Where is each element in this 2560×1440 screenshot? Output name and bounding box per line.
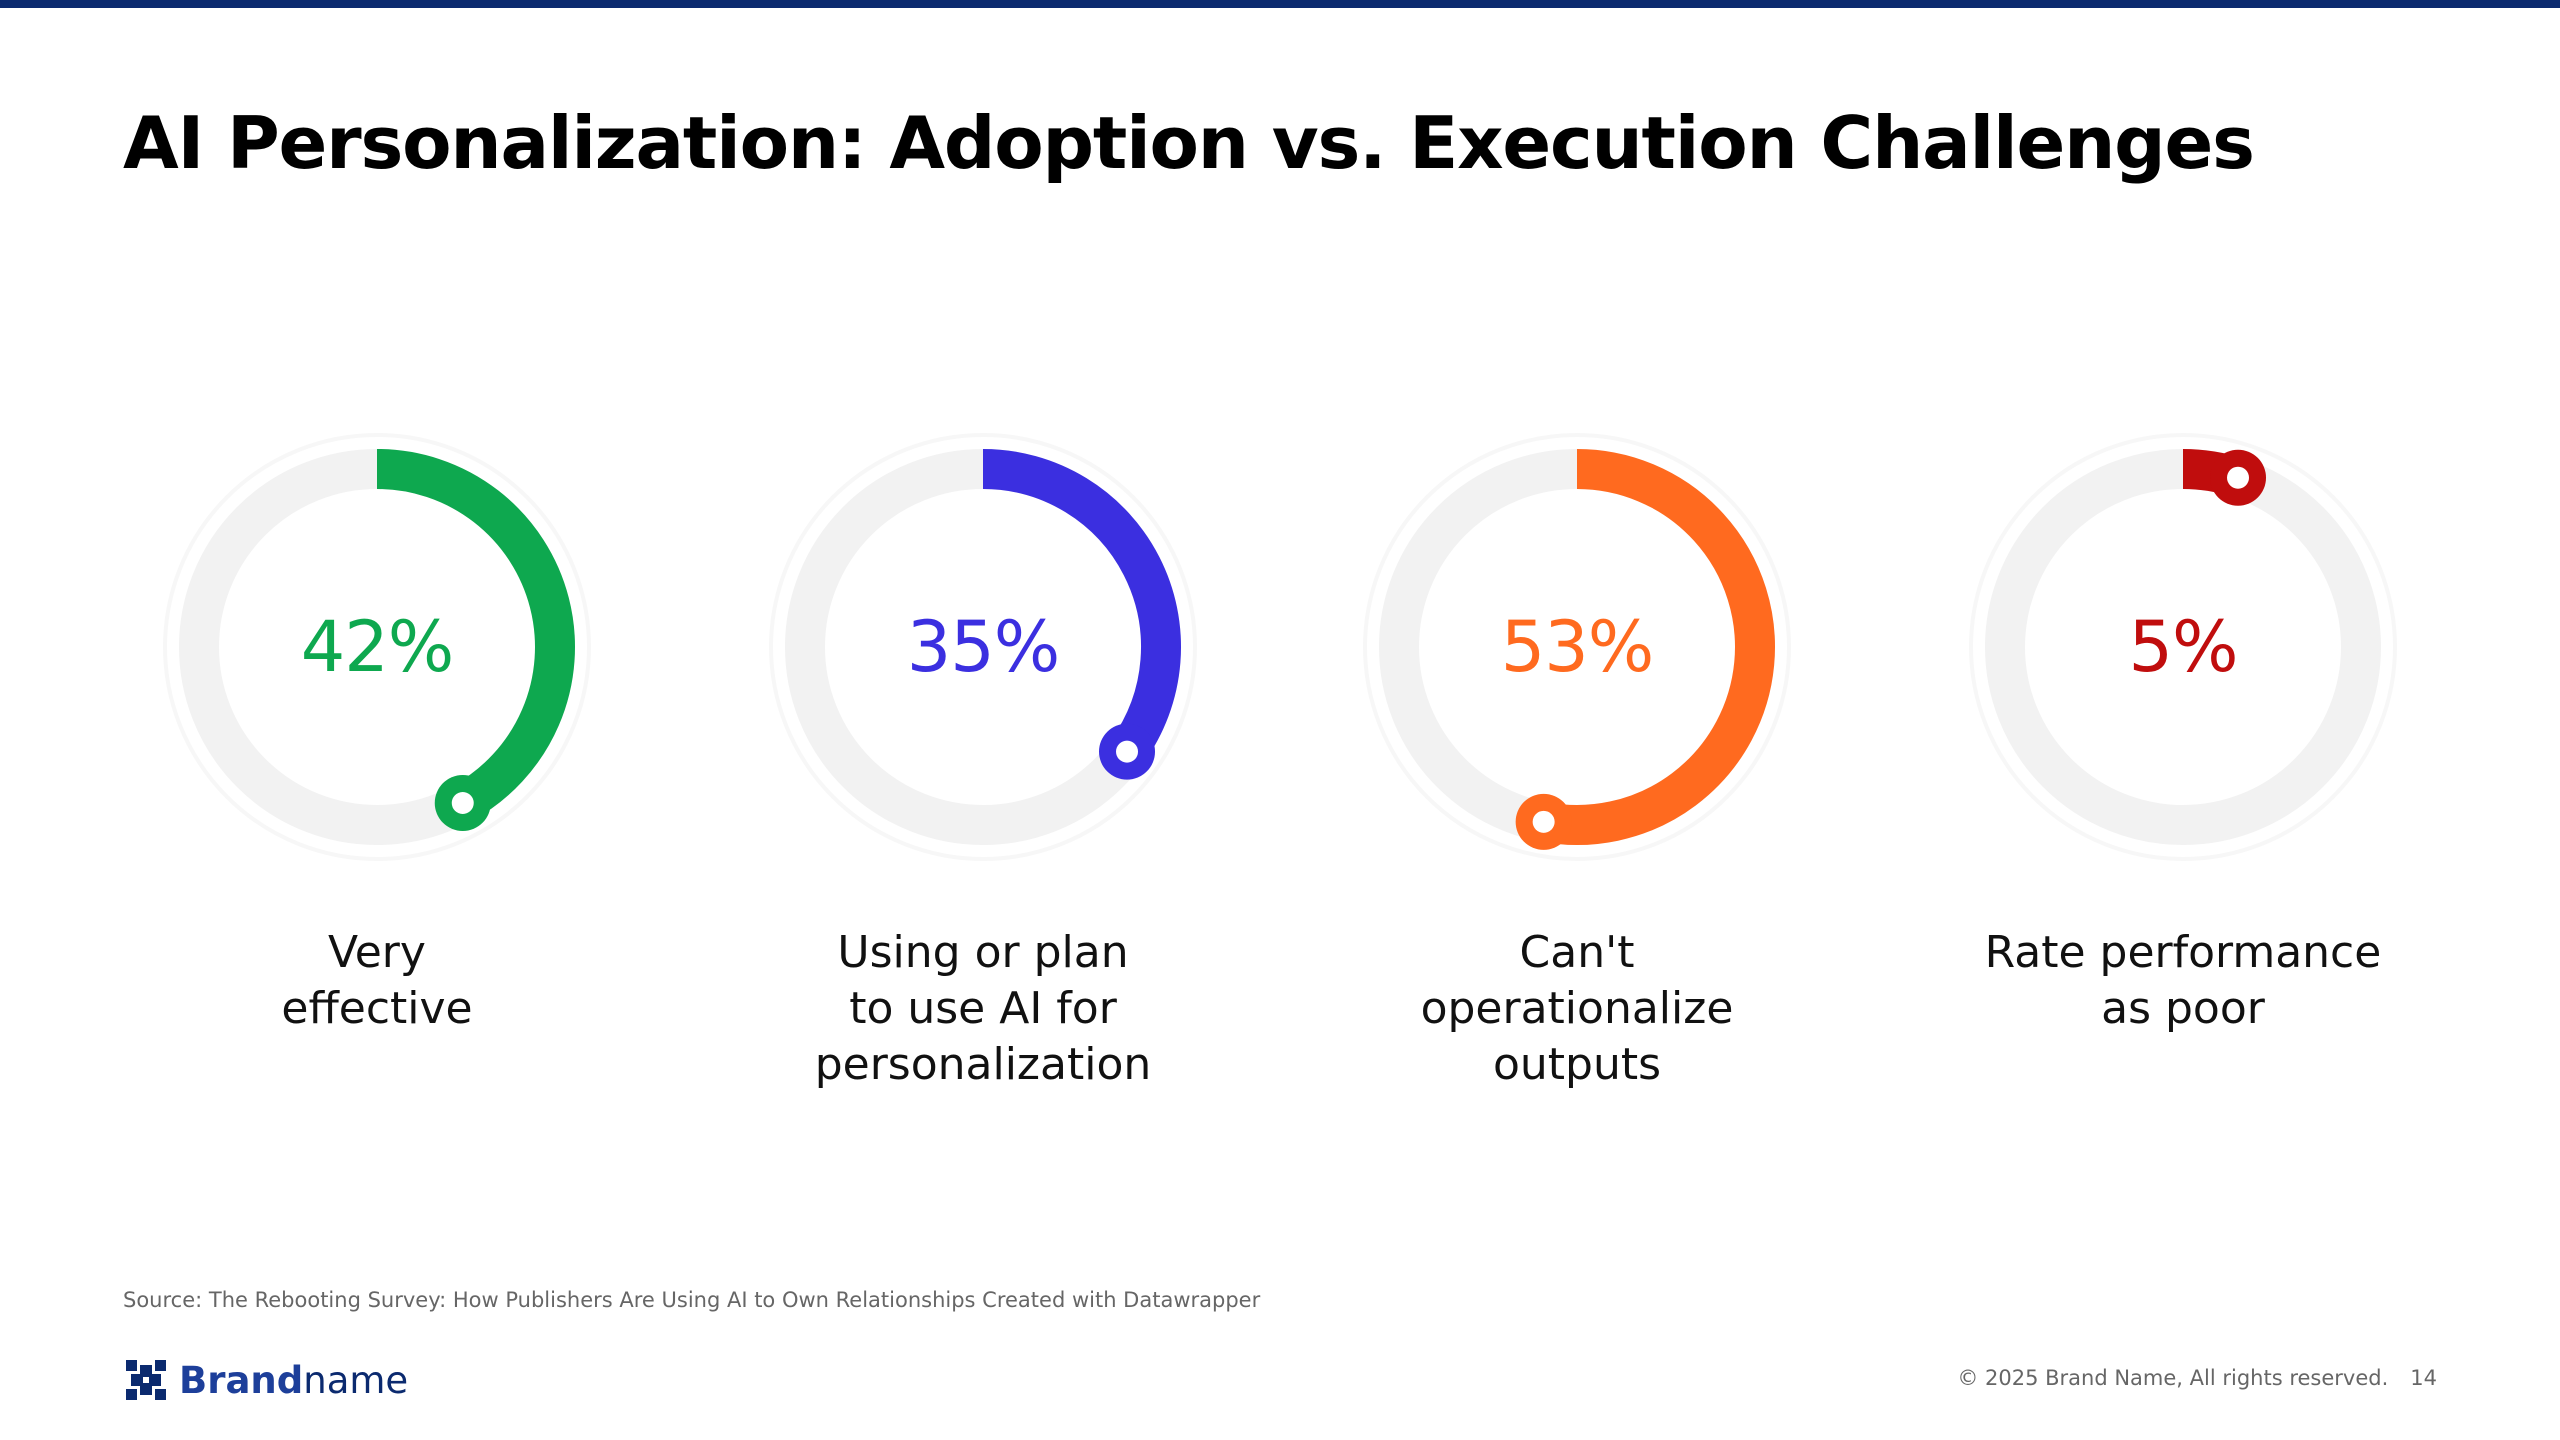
brand-wordmark-light: name [303,1358,409,1402]
gauge-svg [769,433,1197,861]
gauge-label: Very effective [147,925,607,1037]
gauge-svg [1363,433,1791,861]
gauge-label-line: Using or plan [837,927,1129,978]
copyright-text: © 2025 Brand Name, All rights reserved. [1957,1366,2389,1390]
slide-title: AI Personalization: Adoption vs. Executi… [123,101,2255,185]
gauge-value: 35% [906,606,1061,688]
gauge-end-dot [1532,810,1555,833]
gauge-label: Can't operationalize outputs [1347,925,1807,1093]
brand-wordmark: Brandname [179,1359,408,1402]
footer: © 2025 Brand Name, All rights reserved. 1… [1957,1366,2437,1390]
gauge-svg [1969,433,2397,861]
source-note: Source: The Rebooting Survey: How Publis… [123,1288,1261,1312]
gauge-label-line: Rate performance [1984,927,2382,978]
gauge-halo [769,433,1197,861]
gauge-label-line: outputs [1492,1039,1662,1090]
gauge-label-line: Can't [1519,927,1635,978]
gauge-label-line: as poor [2101,983,2265,1034]
gauge-label-line: Very [328,927,426,978]
gauge-halo [163,433,591,861]
gauge-value: 5% [2128,606,2238,688]
gauge-halo [1363,433,1791,861]
gauge-value: 42% [300,606,455,688]
gauge-label: Rate performance as poor [1953,925,2413,1037]
gauge-value: 53% [1500,606,1655,688]
gauge-2: 35% [763,427,1203,867]
gauge-arc [1539,449,1775,845]
gauge-3: 53% [1357,427,1797,867]
gauge-label: Using or plan to use AI for personalizatio… [753,925,1213,1093]
brand-logo: Brandname [123,1352,408,1408]
gauge-end-dot [451,791,474,814]
page-number: 14 [2410,1366,2437,1390]
gauge-halo [1969,433,2397,861]
gauge-arc [982,449,1181,764]
top-accent-bar [0,0,2560,8]
gauge-label-line: operationalize [1420,983,1734,1034]
gauge-label-line: effective [281,983,473,1034]
gauge-label-line: to use AI for [849,983,1117,1034]
gauge-label-line: personalization [814,1039,1152,1090]
gauge-end-dot [2227,466,2250,489]
gauge-end-dot [1116,740,1139,763]
gauge-4: 5% [1963,427,2403,867]
brand-wordmark-bold: Brand [179,1358,304,1402]
gauge-svg [163,433,591,861]
gauge-1: 42% [157,427,597,867]
brand-logo-icon [126,1360,166,1400]
gauge-arc [376,449,575,821]
